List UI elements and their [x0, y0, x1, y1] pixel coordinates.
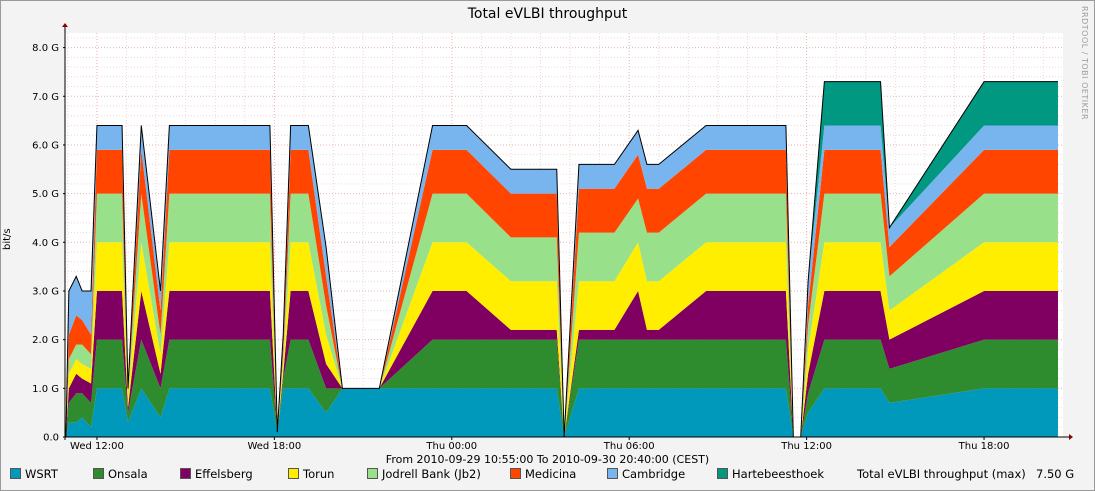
legend-label: Medicina — [525, 467, 577, 481]
y-tick-labels: 0.0 1.0 G 2.0 G 3.0 G 4.0 G 5.0 G 6.0 G 7.0 G 8.… — [32, 43, 59, 443]
total-line — [65, 81, 1058, 438]
area-cambridge — [65, 125, 1058, 437]
legend-label: WSRT — [25, 467, 58, 481]
x-tick-label: Thu 12:00 — [780, 441, 832, 452]
total-max-value: 7.50 G — [1036, 467, 1075, 481]
legend-item: WSRT — [10, 467, 58, 481]
legend-swatch — [367, 468, 378, 479]
legend-label: Hartebeesthoek — [732, 467, 825, 481]
axes — [62, 23, 1073, 440]
legend-label: Cambridge — [622, 467, 686, 481]
x-tick-label: Thu 00:00 — [425, 441, 477, 452]
legend-item: Torun — [288, 467, 334, 481]
legend-item: Cambridge — [607, 467, 685, 481]
legend-item: Jodrell Bank (Jb2) — [367, 467, 481, 481]
y-tick-label: 4.0 G — [32, 238, 59, 249]
legend-swatch — [10, 468, 21, 479]
legend-swatch — [180, 468, 191, 479]
x-tick-label: Thu 06:00 — [603, 441, 655, 452]
time-range-subtitle: From 2010-09-29 10:55:00 To 2010-09-30 2… — [385, 453, 710, 466]
x-tick-label: Wed 12:00 — [70, 441, 124, 452]
legend-swatch — [607, 468, 618, 479]
legend-swatch — [93, 468, 104, 479]
area-torun — [65, 242, 1058, 437]
legend-swatch — [717, 468, 728, 479]
legend-item: Onsala — [93, 467, 148, 481]
legend-item: Effelsberg — [180, 467, 253, 481]
stacked-areas — [65, 81, 1058, 438]
area-onsala — [65, 339, 1058, 437]
y-tick-label: 8.0 G — [32, 43, 59, 54]
y-tick-label: 6.0 G — [32, 140, 59, 151]
y-tick-label: 3.0 G — [32, 286, 59, 297]
x-axis-arrow — [1069, 434, 1073, 440]
y-tick-label: 0.0 — [43, 433, 59, 444]
legend-swatch — [288, 468, 299, 479]
x-tick-label: Thu 18:00 — [958, 441, 1010, 452]
legend-label: Effelsberg — [195, 467, 253, 481]
area-wsrt — [65, 388, 1058, 437]
legend-swatch — [510, 468, 521, 479]
chart-title: Total eVLBI throughput — [467, 6, 628, 22]
rrdtool-watermark: RRDTOOL / TOBI OETIKER — [1080, 6, 1089, 121]
legend-item: Hartebeesthoek — [717, 467, 824, 481]
y-tick-label: 7.0 G — [32, 92, 59, 103]
legend-label: Onsala — [108, 467, 148, 481]
y-tick-label: 1.0 G — [32, 384, 59, 395]
area-medicina — [65, 149, 1058, 437]
legend-label: Jodrell Bank (Jb2) — [382, 467, 481, 481]
area-jodrell-bank-jb2 — [65, 193, 1058, 437]
y-tick-label: 5.0 G — [32, 189, 59, 200]
x-tick-label: Wed 18:00 — [247, 441, 301, 452]
area-effelsberg — [65, 290, 1058, 437]
y-axis-arrow — [62, 23, 68, 27]
legend-item: Medicina — [510, 467, 576, 481]
y-tick-label: 2.0 G — [32, 335, 59, 346]
total-max-label: Total eVLBI throughput (max) — [857, 467, 1026, 481]
x-tick-labels: Wed 12:00 Wed 18:00 Thu 00:00 Thu 06:00 Thu … — [70, 441, 1009, 452]
legend-label: Torun — [303, 467, 335, 481]
